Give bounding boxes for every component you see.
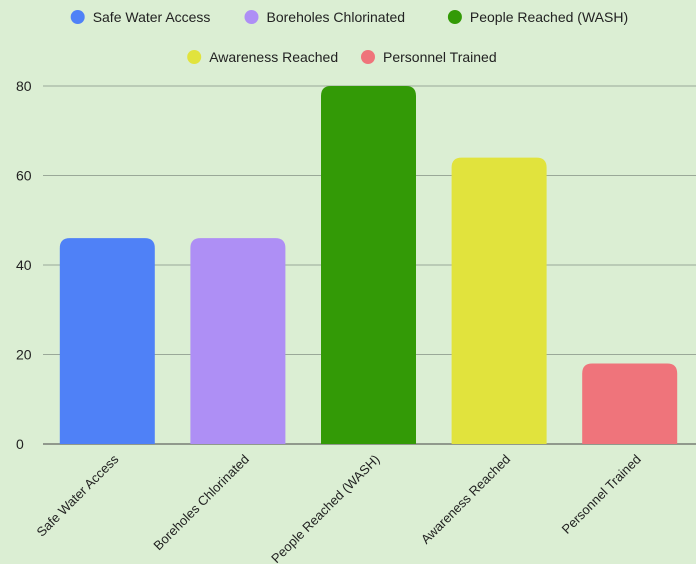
bar	[451, 157, 547, 444]
legend-swatch	[244, 10, 259, 24]
x-tick-label: Boreholes Chlorinated	[150, 452, 252, 554]
legend-label: Boreholes Chlorinated	[267, 9, 406, 25]
y-tick-label: 20	[16, 347, 32, 363]
legend-label: Safe Water Access	[93, 9, 211, 25]
x-tick-label: Safe Water Access	[33, 451, 121, 539]
y-tick-label: 0	[16, 436, 24, 452]
legend-label: Personnel Trained	[383, 49, 497, 65]
x-tick-label: Personnel Trained	[559, 452, 644, 537]
bar	[321, 86, 416, 444]
bar	[59, 238, 155, 444]
legend-swatch	[187, 50, 202, 64]
x-tick-label: People Reached (WASH)	[268, 452, 382, 564]
x-tick-label: Awareness Reached	[418, 452, 513, 547]
legend-label: People Reached (WASH)	[470, 9, 628, 25]
legend-swatch	[361, 50, 375, 64]
y-tick-label: 80	[16, 78, 32, 94]
legend-swatch	[447, 10, 462, 24]
bar	[190, 238, 286, 444]
legend-swatch	[70, 10, 85, 24]
legend-label: Awareness Reached	[209, 49, 338, 65]
y-tick-label: 40	[16, 257, 32, 273]
bar	[582, 363, 678, 444]
y-tick-label: 60	[16, 168, 32, 184]
